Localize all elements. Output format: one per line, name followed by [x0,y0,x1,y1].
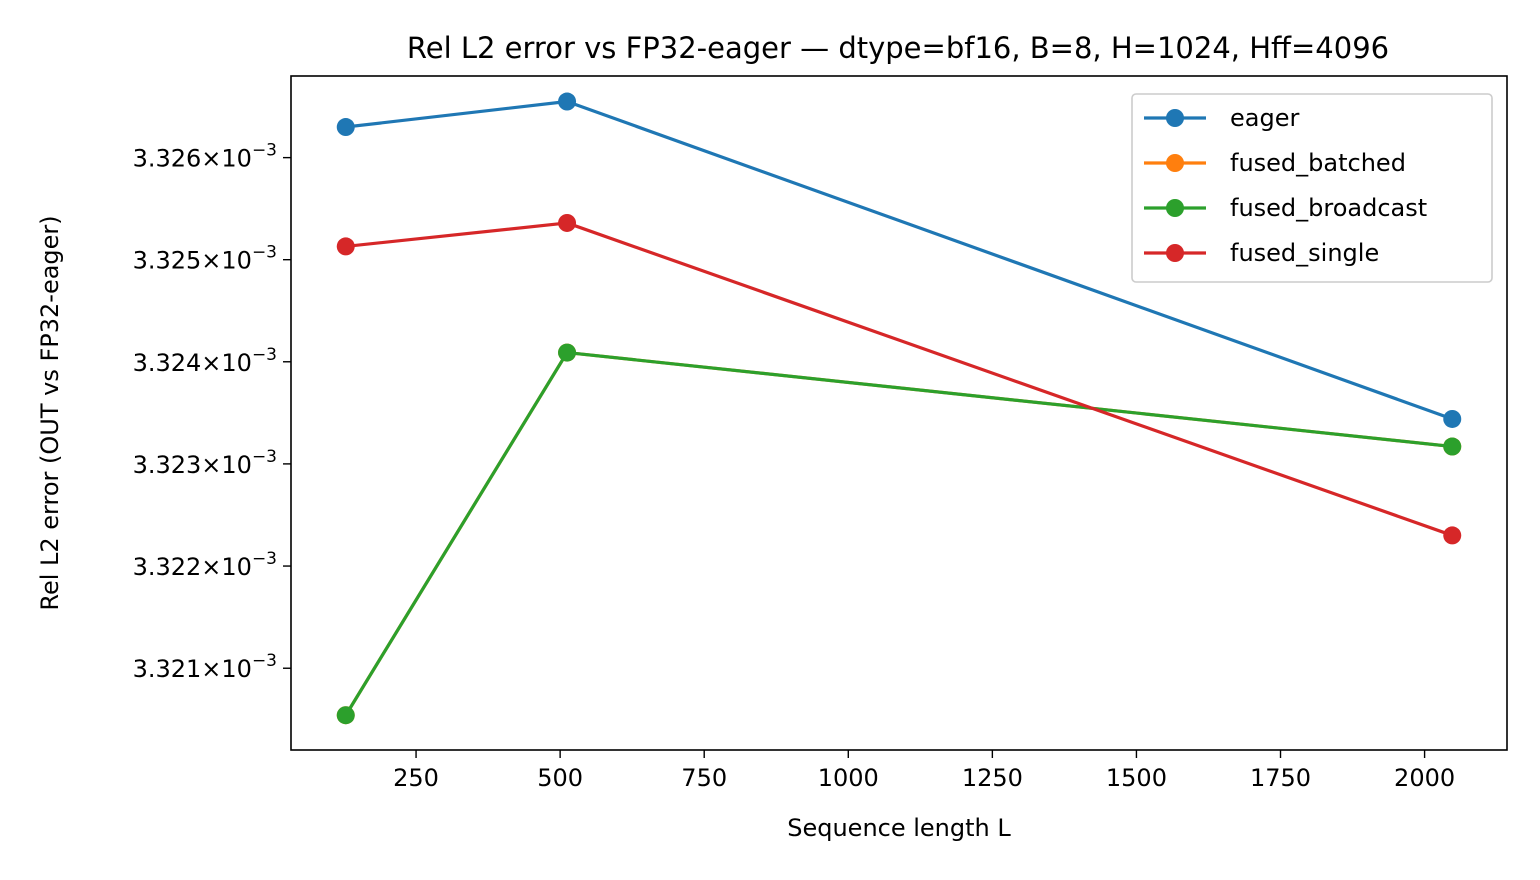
legend-swatch-marker [1166,154,1184,172]
data-point [1443,409,1462,428]
x-tick-label: 250 [393,764,439,792]
legend-label: fused_single [1230,239,1379,267]
series-fused-broadcast [336,343,1462,725]
data-point [1443,526,1462,545]
legend-item: fused_broadcast [1144,194,1427,222]
data-point [558,213,577,232]
legend-item: fused_batched [1144,149,1406,177]
series-eager [336,92,1462,428]
x-tick-label: 1250 [962,764,1023,792]
x-axis-ticks: 250 500 750 1000 1250 1500 1750 2000 [393,750,1455,792]
x-tick-label: 1000 [818,764,879,792]
plot-series [336,92,1462,725]
legend-label: fused_batched [1230,149,1406,177]
legend-swatch-marker [1166,109,1184,127]
legend-swatch-marker [1166,244,1184,262]
y-tick-label: 3.322×10−3 [133,549,277,581]
legend-item: fused_single [1144,239,1379,267]
y-axis-ticks: 3.321×10−3 3.322×10−3 3.323×10−3 3.324×10−3… [133,141,291,683]
x-tick-label: 500 [537,764,583,792]
y-tick-label: 3.321×10−3 [133,651,277,683]
series-line [343,350,1455,718]
data-point [1443,437,1462,456]
legend-label: fused_broadcast [1230,194,1427,222]
data-point [558,92,577,111]
x-tick-label: 1750 [1250,764,1311,792]
y-tick-label: 3.324×10−3 [133,345,277,377]
data-point [558,343,577,362]
y-axis-label: Rel L2 error (OUT vs FP32-eager) [36,215,64,610]
y-tick-label: 3.325×10−3 [133,243,277,275]
x-tick-label: 2000 [1394,764,1455,792]
x-tick-label: 1500 [1106,764,1167,792]
x-axis-label: Sequence length L [787,814,1011,842]
chart-title: Rel L2 error vs FP32-eager — dtype=bf16,… [407,31,1389,65]
data-point [336,237,355,256]
series-fused-single [336,213,1462,545]
y-tick-label: 3.323×10−3 [133,447,277,479]
data-point [336,706,355,725]
x-tick-label: 750 [681,764,727,792]
data-point [336,118,355,137]
series-fused-batched [336,343,1462,725]
series-line [343,350,1455,718]
plot-frame [290,75,1508,751]
legend-label: eager [1230,104,1299,132]
legend-item: eager [1144,104,1299,132]
legend: eager fused_batched fused_broadcast fused_s… [1131,93,1493,283]
legend-swatch-marker [1166,199,1184,217]
y-tick-label: 3.326×10−3 [133,141,277,173]
legend-box [1131,93,1493,283]
